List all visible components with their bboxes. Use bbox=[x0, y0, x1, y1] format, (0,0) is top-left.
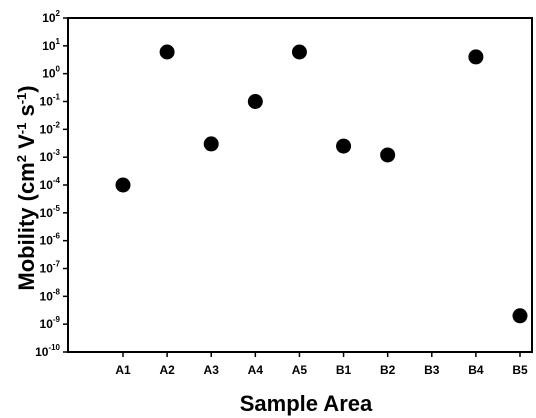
x-tick-label: A3 bbox=[204, 363, 220, 377]
y-tick-label: 10-5 bbox=[40, 204, 61, 220]
x-tick-label: B4 bbox=[468, 363, 484, 377]
y-axis-title-sup: 2 bbox=[14, 155, 29, 162]
x-axis-ticks: A1 A2 A3 A4 A5 B1 B2 B3 B4 B5 bbox=[115, 352, 528, 377]
y-tick-label: 10-10 bbox=[35, 343, 60, 359]
data-point-a2 bbox=[159, 44, 175, 60]
y-axis-title-sup: -1 bbox=[14, 123, 29, 135]
x-tick-label: A4 bbox=[248, 363, 264, 377]
x-tick-label: A1 bbox=[115, 363, 131, 377]
y-axis-title-sup: -1 bbox=[14, 93, 29, 105]
y-tick-label: 10-1 bbox=[40, 93, 61, 109]
plot-border bbox=[67, 17, 533, 353]
y-tick-label: 102 bbox=[42, 9, 60, 25]
data-point-a1 bbox=[115, 177, 131, 193]
x-tick-label: B5 bbox=[512, 363, 528, 377]
data-point-b2 bbox=[380, 147, 396, 163]
x-tick-label: B1 bbox=[336, 363, 352, 377]
data-point-a4 bbox=[247, 94, 263, 109]
y-tick-label: 10-3 bbox=[40, 148, 61, 164]
y-tick-label: 10-2 bbox=[40, 120, 61, 136]
data-point-a3 bbox=[203, 136, 219, 152]
x-tick-label: B3 bbox=[424, 363, 440, 377]
x-tick-label: A5 bbox=[292, 363, 308, 377]
y-tick-label: 101 bbox=[42, 37, 60, 53]
x-axis-title: Sample Area bbox=[240, 391, 373, 416]
data-point-b5 bbox=[512, 308, 528, 324]
data-point-b4 bbox=[468, 49, 484, 65]
data-point-b1 bbox=[336, 138, 352, 154]
y-axis-ticks: 102 101 100 10-1 10-2 10-3 10-4 10-5 10-6 10-7 10-… bbox=[35, 9, 68, 359]
y-axis-title-part: V bbox=[14, 134, 39, 155]
x-tick-label: B2 bbox=[380, 363, 396, 377]
y-axis-title: Mobility (cm2 V-1 s-1) bbox=[14, 85, 39, 290]
plot-area-frame bbox=[67, 17, 533, 353]
y-axis-title-part: Mobility (cm bbox=[14, 162, 39, 290]
y-axis-title-part: s bbox=[14, 104, 39, 122]
data-points bbox=[115, 44, 528, 324]
y-tick-label: 10-8 bbox=[40, 287, 61, 303]
y-tick-label: 10-7 bbox=[40, 260, 61, 276]
y-tick-label: 10-4 bbox=[40, 176, 61, 192]
x-tick-label: A2 bbox=[159, 363, 175, 377]
data-point-a5 bbox=[291, 44, 307, 60]
y-tick-label: 10-9 bbox=[40, 315, 61, 331]
y-tick-label: 100 bbox=[42, 65, 60, 81]
y-tick-label: 10-6 bbox=[40, 232, 61, 248]
y-axis-title-part: ) bbox=[14, 85, 39, 92]
